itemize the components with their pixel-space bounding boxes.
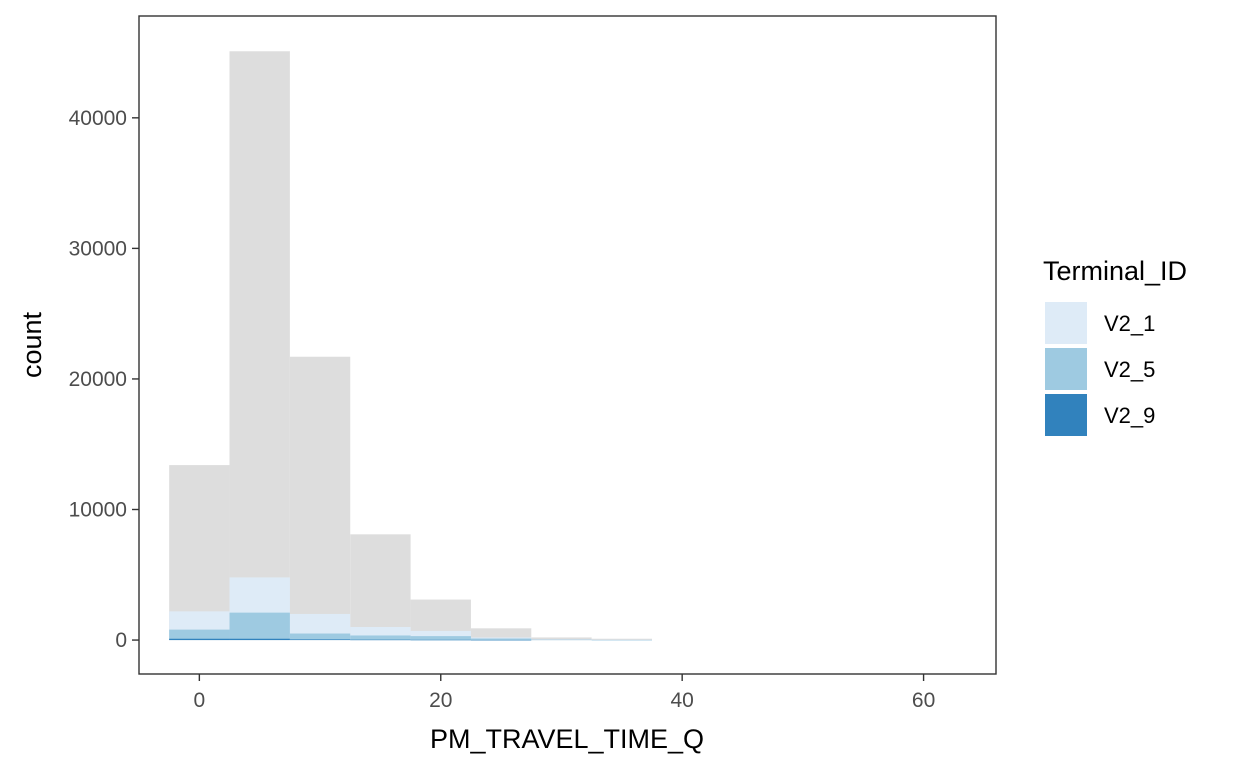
bar-v2_5 xyxy=(410,636,471,641)
bar-v2_5 xyxy=(470,638,532,641)
bar-v2_9 xyxy=(410,639,471,641)
bar-v2_9 xyxy=(350,639,411,641)
total-bar xyxy=(591,638,652,641)
total-bar xyxy=(470,628,532,641)
x-tick-label: 20 xyxy=(429,689,452,712)
legend-key-v2_1 xyxy=(1045,302,1087,344)
legend-key-v2_9 xyxy=(1045,394,1087,436)
axes-layer: 0 20 40 60 0 10000 20000 30000 40000 xyxy=(69,107,936,712)
y-tick-label: 40000 xyxy=(69,107,127,130)
bar-v2_5 xyxy=(289,633,351,641)
y-tick-label: 20000 xyxy=(69,368,127,391)
x-tick-label: 0 xyxy=(194,689,206,712)
y-tick-label: 10000 xyxy=(69,499,127,522)
total-bar xyxy=(289,356,351,641)
bar-v2_9 xyxy=(470,639,532,641)
x-tick-label: 60 xyxy=(912,689,935,712)
legend-key-v2_5 xyxy=(1045,348,1087,390)
bar-v2_5 xyxy=(229,612,290,641)
legend-label-v2_5: V2_5 xyxy=(1104,357,1155,382)
bar-v2_5 xyxy=(531,639,592,641)
x-tick-label: 40 xyxy=(670,689,693,712)
bar-v2_1 xyxy=(410,630,471,641)
total-bar xyxy=(350,534,411,641)
total-bar xyxy=(169,465,230,641)
bar-v2_9 xyxy=(289,639,351,641)
total-bar xyxy=(531,637,592,641)
bar-v2_5 xyxy=(591,639,652,641)
bar-v2_5 xyxy=(350,635,411,641)
x-axis-title: PM_TRAVEL_TIME_Q xyxy=(430,724,704,754)
total-bar xyxy=(229,51,290,641)
bar-v2_5 xyxy=(169,629,230,641)
bar-v2_9 xyxy=(229,638,290,641)
y-axis-title: count xyxy=(17,311,47,378)
legend-label-v2_1: V2_1 xyxy=(1104,311,1155,336)
bar-v2_9 xyxy=(169,638,230,641)
bars-layer xyxy=(169,51,652,641)
y-tick-label: 0 xyxy=(115,629,127,652)
panel-border xyxy=(138,15,997,675)
legend-title: Terminal_ID xyxy=(1043,256,1187,286)
y-tick-label: 30000 xyxy=(69,237,127,260)
legend: Terminal_ID V2_1 V2_5 V2_9 xyxy=(1043,256,1187,436)
legend-items: V2_1 V2_5 V2_9 xyxy=(1045,302,1155,436)
legend-label-v2_9: V2_9 xyxy=(1104,403,1155,428)
